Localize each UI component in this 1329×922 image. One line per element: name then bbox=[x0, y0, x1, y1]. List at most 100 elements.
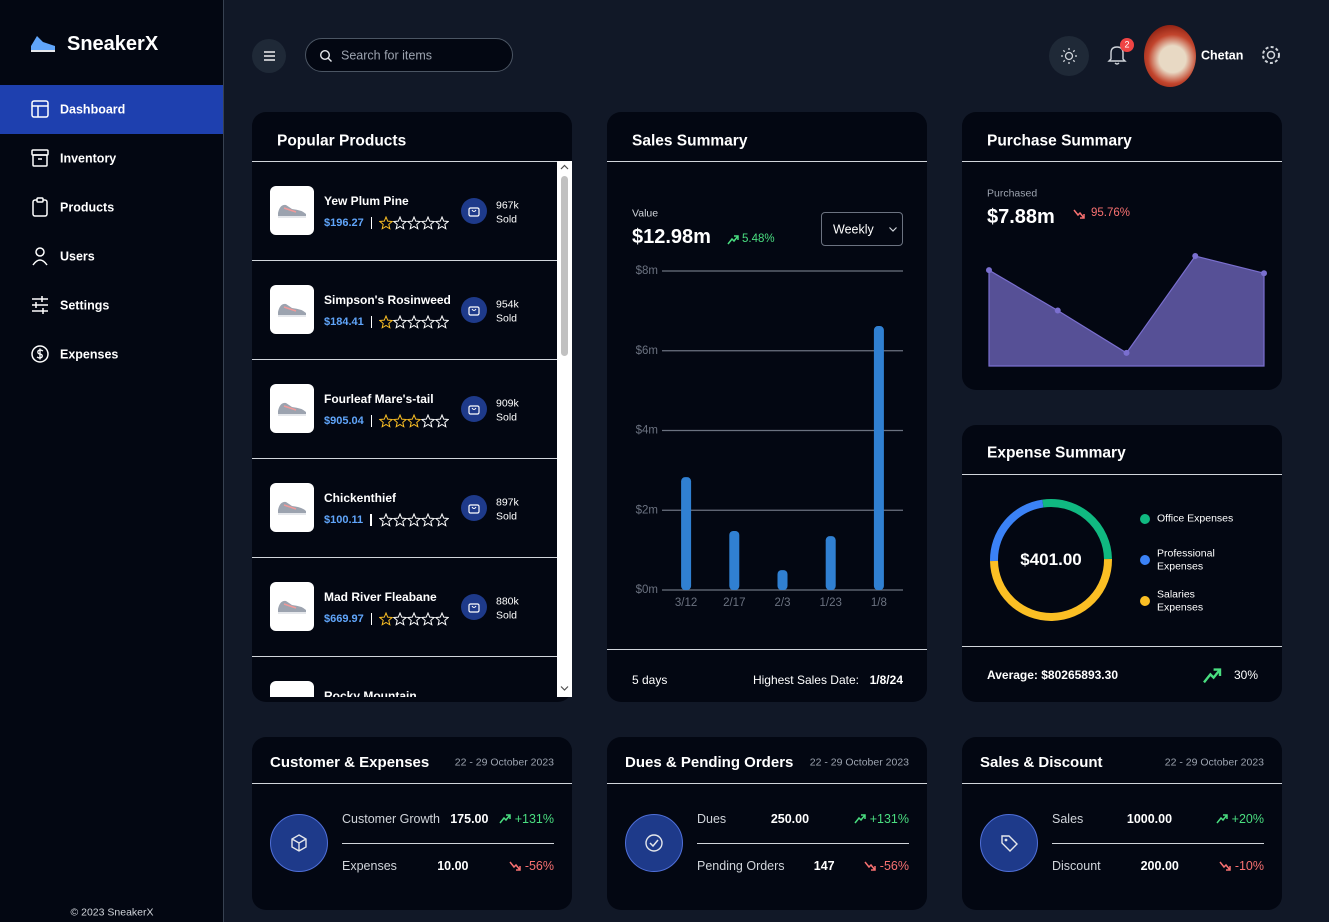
product-price: $100.11 bbox=[324, 514, 364, 526]
nav-item[interactable]: Settings bbox=[0, 281, 223, 330]
product-name: Rocky Mountain bbox=[324, 688, 417, 697]
stat-change: -10% bbox=[1219, 859, 1264, 873]
sold-label: Sold bbox=[496, 510, 518, 523]
search-box[interactable]: Search for items bbox=[305, 38, 513, 72]
price-separator bbox=[370, 514, 372, 526]
shoe-icon-part bbox=[283, 405, 297, 411]
trend-down-icon-part bbox=[1073, 209, 1085, 219]
nav-label: Dashboard bbox=[60, 102, 126, 116]
nav-icon-part bbox=[35, 247, 45, 257]
rating-star bbox=[406, 414, 422, 428]
bag-icon bbox=[468, 207, 480, 217]
item-divider bbox=[252, 557, 557, 558]
stat-change: -56% bbox=[509, 859, 554, 873]
scrollbar-thumb[interactable] bbox=[561, 176, 568, 356]
nav-item[interactable]: Dashboard bbox=[0, 85, 223, 134]
stat-change: +131% bbox=[499, 812, 554, 826]
stat-value: 175.00 bbox=[450, 812, 489, 826]
trend-icon-part bbox=[499, 814, 511, 824]
bag-icon bbox=[468, 504, 480, 514]
sold-icon bbox=[461, 594, 487, 620]
rating-star bbox=[420, 414, 436, 428]
product-price: $196.27 bbox=[324, 217, 364, 229]
stat-icon bbox=[270, 814, 328, 872]
sun-icon-part bbox=[1062, 59, 1066, 63]
period-dropdown[interactable]: Weekly bbox=[821, 212, 903, 246]
sun-icon-part bbox=[1064, 51, 1074, 61]
stat-change: +20% bbox=[1216, 812, 1264, 826]
bell-icon-part bbox=[1114, 62, 1120, 65]
bag-icon bbox=[468, 405, 480, 415]
item-divider bbox=[252, 656, 557, 657]
stat-change-text: +20% bbox=[1231, 812, 1264, 826]
scrollbar bbox=[557, 161, 572, 697]
rating-star bbox=[392, 612, 408, 626]
sidebar bbox=[0, 0, 224, 922]
shoe-icon bbox=[276, 696, 308, 697]
menu-button[interactable] bbox=[252, 39, 286, 73]
shoe-icon-part bbox=[283, 306, 297, 312]
date-range: 22 - 29 October 2023 bbox=[454, 756, 554, 769]
nav-label: Settings bbox=[60, 298, 110, 312]
stat-icon bbox=[625, 814, 683, 872]
stat-value: 250.00 bbox=[770, 812, 810, 826]
nav-icon-part bbox=[32, 259, 48, 266]
sold-icon bbox=[461, 396, 487, 422]
nav-label: Inventory bbox=[60, 151, 117, 165]
stat-label: Expenses bbox=[342, 859, 397, 873]
divider bbox=[962, 783, 1282, 784]
donut-center-label: $401.00 bbox=[1020, 549, 1082, 569]
avatar[interactable] bbox=[1144, 25, 1196, 87]
divider bbox=[962, 474, 1282, 475]
nav-item[interactable]: Users bbox=[0, 232, 223, 281]
rating-star bbox=[379, 612, 394, 626]
settings-icon[interactable] bbox=[1260, 44, 1282, 66]
legend-label: Professional Expenses bbox=[1157, 547, 1215, 572]
price-separator bbox=[370, 217, 373, 229]
divider bbox=[607, 649, 927, 650]
chevron bbox=[889, 227, 897, 232]
scroll-up bbox=[560, 164, 569, 170]
nav-item[interactable]: Inventory bbox=[0, 134, 223, 183]
bag-icon-part bbox=[468, 207, 480, 217]
price-row: $905.04 bbox=[324, 414, 450, 428]
nav-item[interactable]: Products bbox=[0, 183, 223, 232]
shoe-icon bbox=[278, 501, 306, 515]
product-price: $669.97 bbox=[324, 613, 364, 625]
bag-icon-part bbox=[468, 603, 480, 613]
trend-icon-part bbox=[515, 866, 521, 871]
sales-summary-card bbox=[607, 112, 927, 702]
sun-icon bbox=[1061, 48, 1077, 64]
sold-count: 967k bbox=[496, 199, 519, 212]
rating-star bbox=[406, 216, 422, 230]
stat-value: 147 bbox=[813, 859, 835, 873]
nav-icon bbox=[31, 100, 49, 118]
product-image bbox=[270, 483, 314, 532]
legend-dot bbox=[1140, 514, 1150, 524]
card-title: Purchase Summary bbox=[987, 132, 1132, 150]
theme-toggle[interactable] bbox=[1049, 36, 1089, 76]
stat-change: +131% bbox=[854, 812, 909, 826]
stat-icon-glyph bbox=[645, 834, 663, 852]
user-name: Chetan bbox=[1201, 48, 1244, 63]
brand: SneakerX bbox=[67, 33, 159, 55]
divider bbox=[962, 646, 1282, 647]
stat-icon-glyph-part bbox=[1004, 838, 1008, 842]
trend-icon-part bbox=[854, 814, 866, 824]
trend-icon-part bbox=[1219, 861, 1231, 871]
stat-row: Dues 250.00 +131% bbox=[697, 812, 909, 826]
trend-up-icon-part bbox=[727, 235, 739, 245]
stat-icon-glyph-part bbox=[1001, 835, 1018, 852]
stat-icon-glyph-part bbox=[645, 834, 663, 852]
settings-icon-part bbox=[1262, 46, 1280, 64]
stat-label: Pending Orders bbox=[697, 859, 785, 873]
sold-count: 897k bbox=[496, 496, 519, 509]
price-separator bbox=[370, 316, 373, 328]
bell-icon[interactable] bbox=[1107, 45, 1127, 65]
nav-item[interactable]: Expenses bbox=[0, 330, 223, 379]
price-separator bbox=[370, 415, 373, 427]
sold-label: Sold bbox=[496, 213, 518, 226]
bag-icon bbox=[468, 306, 480, 316]
rating-star bbox=[420, 612, 436, 626]
scroll-up-part bbox=[560, 164, 569, 170]
